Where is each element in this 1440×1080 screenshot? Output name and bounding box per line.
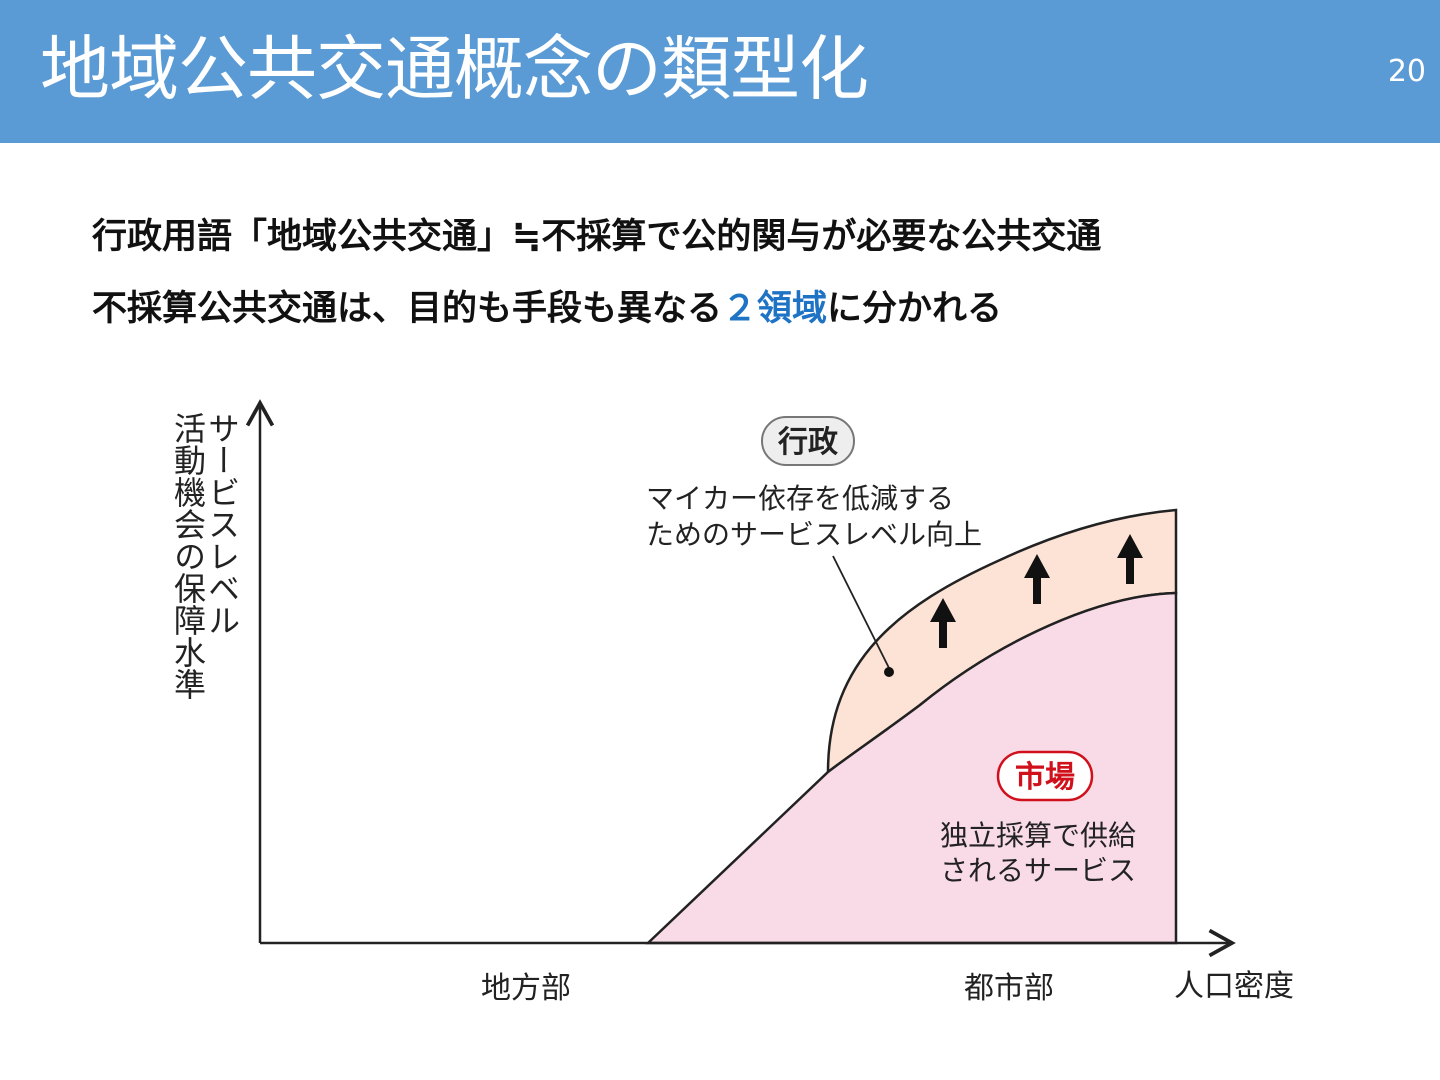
- slide-title: 地域公共交通概念の類型化: [40, 28, 869, 110]
- market-description-line-1: 独立採算で供給: [940, 819, 1136, 852]
- up-arrow-icon: [1117, 534, 1143, 584]
- x-axis-label: 人口密度: [1174, 969, 1294, 1004]
- gov-badge: [761, 416, 855, 466]
- bullet-line-2-accent: ２領域: [722, 289, 828, 329]
- up-arrow-icon: [930, 598, 956, 648]
- y-axis-label-activity: 活動機会の保障水準: [169, 412, 207, 700]
- page-number: 20: [1387, 54, 1426, 89]
- gov-pointer-line: [832, 555, 890, 669]
- market-badge-label: 市場: [1015, 760, 1075, 795]
- market-region: [644, 591, 1178, 945]
- y-axis-label-service-level: サービスレベル: [203, 412, 241, 636]
- bullet-line-2-prefix: 不採算公共交通は、目的も手段も異なる: [92, 289, 723, 329]
- bullet-line-1: 行政用語「地域公共交通」≒不採算で公的関与が必要な公共交通: [92, 217, 1102, 257]
- bullet-line-2-suffix: に分かれる: [827, 289, 1003, 329]
- market-badge: [996, 750, 1094, 802]
- up-arrow-icon: [1024, 554, 1050, 604]
- x-tick-rural: 地方部: [481, 971, 571, 1006]
- bullet-line-2: 不採算公共交通は、目的も手段も異なる２領域に分かれる: [92, 284, 1002, 334]
- x-tick-urban: 都市部: [964, 971, 1054, 1006]
- slide-header: 地域公共交通概念の類型化 20: [0, 0, 1440, 143]
- gov-description-line-1: マイカー依存を低減する: [646, 482, 954, 515]
- gov-badge-label: 行政: [777, 425, 838, 460]
- gov-description-line-2: ためのサービスレベル向上: [646, 518, 982, 551]
- market-description-line-2: されるサービス: [940, 854, 1136, 887]
- gov-pointer-dot: [884, 667, 894, 677]
